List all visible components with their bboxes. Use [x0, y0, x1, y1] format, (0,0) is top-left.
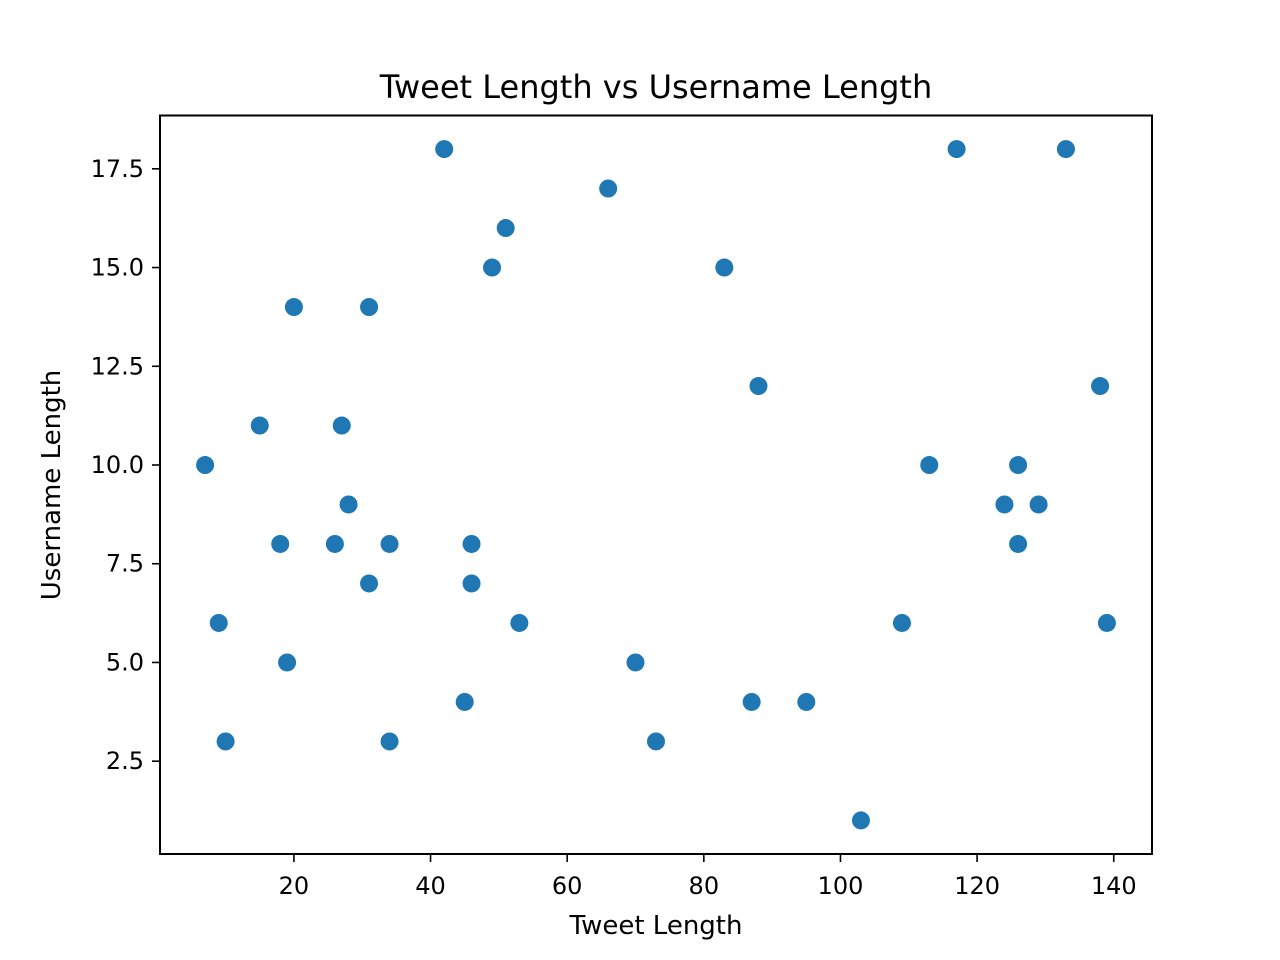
scatter-point: [647, 732, 665, 751]
x-axis-label: Tweet Length: [569, 911, 743, 941]
scatter-point: [742, 692, 761, 711]
scatter-point: [360, 298, 379, 317]
scatter-point: [216, 732, 235, 751]
x-tick-label: 80: [689, 872, 720, 900]
scatter-point: [332, 416, 351, 435]
data-points: [196, 140, 1116, 830]
y-tick-label: 7.5: [106, 550, 144, 578]
y-tick-label: 10.0: [91, 451, 144, 479]
scatter-point: [278, 653, 297, 672]
scatter-point: [435, 140, 454, 159]
x-tick-label: 20: [279, 872, 310, 900]
x-tick-label: 140: [1091, 872, 1137, 900]
scatter-point: [947, 140, 966, 159]
scatter-point: [1009, 534, 1028, 553]
scatter-point: [271, 534, 290, 553]
scatter-point: [209, 613, 228, 632]
y-tick-label: 12.5: [91, 352, 144, 380]
scatter-point: [892, 613, 911, 632]
x-tick-label: 120: [954, 872, 1000, 900]
x-tick-label: 40: [415, 872, 446, 900]
scatter-point: [380, 534, 399, 553]
scatter-point: [455, 692, 474, 711]
plot-frame: [159, 114, 1153, 855]
x-tick-label: 60: [552, 872, 583, 900]
scatter-point: [1097, 613, 1116, 632]
scatter-point: [1056, 140, 1075, 159]
y-tick-label: 15.0: [91, 254, 144, 282]
x-tick-label: 100: [818, 872, 864, 900]
scatter-point: [496, 219, 515, 238]
scatter-point: [360, 574, 379, 593]
x-axis-ticks: 20 40 60 80 100 120 140: [279, 854, 1137, 900]
scatter-point: [325, 534, 344, 553]
scatter-point: [1091, 377, 1110, 396]
scatter-point: [250, 416, 269, 435]
y-tick-label: 17.5: [91, 155, 144, 183]
scatter-point: [851, 811, 870, 830]
scatter-point: [995, 495, 1014, 514]
y-axis-label: Username Length: [37, 370, 67, 600]
scatter-point: [196, 456, 215, 475]
y-axis-ticks: 2.5 5.0 7.5 10.0 12.5 15.0 17.5: [91, 155, 160, 775]
scatter-point: [483, 258, 502, 277]
scatter-point: [462, 574, 481, 593]
scatter-point: [1029, 495, 1048, 514]
scatter-point: [462, 534, 481, 553]
scatter-point: [626, 653, 645, 672]
scatter-point: [380, 732, 399, 751]
scatter-point: [284, 298, 303, 317]
scatter-point: [715, 258, 734, 277]
scatter-point: [749, 377, 768, 396]
scatter-point: [510, 613, 529, 632]
scatter-point: [599, 179, 618, 198]
scatter-point: [339, 495, 358, 514]
chart-title: Tweet Length vs Username Length: [379, 68, 933, 106]
y-tick-label: 2.5: [106, 747, 144, 775]
scatter-point: [1009, 456, 1028, 475]
scatter-point: [920, 456, 939, 475]
y-tick-label: 5.0: [106, 648, 144, 676]
scatter-point: [797, 692, 816, 711]
